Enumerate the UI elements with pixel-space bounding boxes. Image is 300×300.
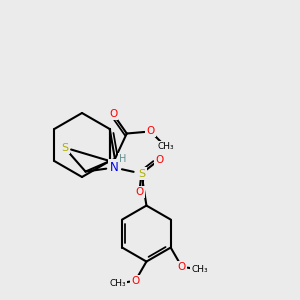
Text: CH₃: CH₃ (157, 142, 174, 151)
Text: O: O (109, 109, 117, 119)
Text: N: N (110, 161, 118, 174)
Text: O: O (155, 154, 164, 165)
Text: O: O (178, 262, 186, 272)
Text: O: O (146, 126, 154, 136)
Text: CH₃: CH₃ (191, 265, 208, 274)
Text: S: S (61, 142, 68, 152)
Text: S: S (138, 169, 145, 178)
Text: CH₃: CH₃ (110, 279, 126, 288)
Text: H: H (119, 154, 127, 164)
Text: O: O (131, 276, 140, 286)
Text: O: O (135, 187, 144, 196)
